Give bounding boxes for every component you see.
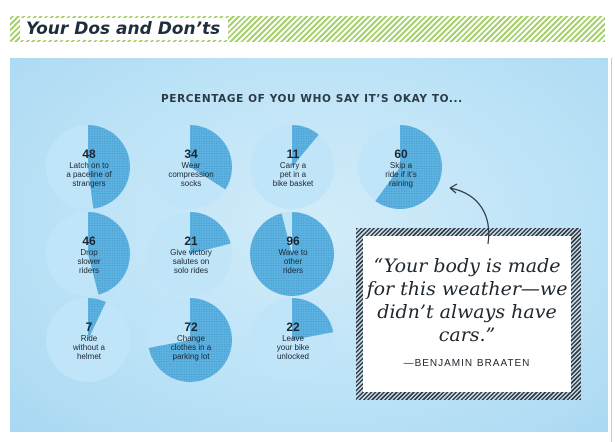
pie-slice	[88, 298, 106, 340]
pie-svg	[250, 212, 334, 296]
pie-slice	[190, 125, 232, 190]
quote-attribution: —BENJAMIN BRAATEN	[403, 358, 531, 369]
pie-text: 21 Give victory salutes on solo rides	[156, 212, 226, 298]
pie-chart: 22 Leave your bike unlocked	[250, 298, 336, 384]
pie-text: 96 Wave to other riders	[258, 212, 328, 298]
pie-text: 22 Leave your bike unlocked	[258, 298, 328, 384]
pie-svg	[250, 298, 334, 382]
pie-slice	[292, 125, 319, 167]
pie-svg	[358, 125, 442, 209]
pie-value: 7	[85, 320, 93, 334]
pie-svg	[46, 212, 131, 296]
pie-chart: 60 Skip a ride if it’s raining	[358, 125, 444, 211]
pie-label: Skip a ride if it’s raining	[385, 161, 417, 188]
pie-label: Wear compression socks	[168, 161, 214, 188]
pie-label: Wave to other riders	[278, 248, 308, 275]
pie-label: Change clothes in a parking lot	[170, 334, 212, 361]
pie-svg	[148, 125, 232, 209]
pie-value: 96	[286, 234, 300, 248]
header-title: Your Dos and Don’ts	[20, 18, 229, 40]
quote-card	[363, 236, 571, 392]
pie-label: Drop slower riders	[77, 248, 101, 275]
pie-value: 46	[82, 234, 96, 248]
pie-chart: 11 Carry a pet in a bike basket	[250, 125, 336, 211]
pie-value: 22	[286, 320, 300, 334]
pie-label: Carry a pet in a bike basket	[272, 161, 314, 188]
pie-label: Ride without a helmet	[72, 334, 106, 361]
pie-text: 11 Carry a pet in a bike basket	[258, 125, 328, 211]
pie-slice	[148, 298, 232, 382]
pie-svg	[46, 298, 130, 382]
chart-title: PERCENTAGE OF YOU WHO SAY IT’S OKAY TO..…	[161, 93, 463, 105]
pie-text: 46 Drop slower riders	[54, 212, 124, 298]
arrow-icon	[449, 183, 490, 245]
pie-svg	[148, 212, 232, 296]
pie-value: 48	[82, 147, 96, 161]
pie-chart: 48 Latch on to a paceline of strangers	[46, 125, 132, 211]
pie-label: Leave your bike unlocked	[276, 334, 310, 361]
pie-slice	[250, 212, 334, 296]
pie-slice	[190, 212, 231, 254]
pie-text: 72 Change clothes in a parking lot	[156, 298, 226, 384]
pie-value: 34	[184, 147, 198, 161]
pie-slice	[88, 125, 130, 209]
pie-value: 72	[184, 320, 198, 334]
pie-text: 48 Latch on to a paceline of strangers	[54, 125, 124, 211]
pie-text: 7 Ride without a helmet	[54, 298, 124, 384]
header-banner: Your Dos and Don’ts	[10, 16, 605, 42]
pie-label: Give victory salutes on solo rides	[170, 248, 212, 275]
pie-chart: 21 Give victory salutes on solo rides	[148, 212, 234, 298]
pie-slice	[375, 125, 442, 209]
pie-slice	[292, 298, 334, 340]
pie-chart: 46 Drop slower riders	[46, 212, 132, 298]
page-margin	[609, 58, 615, 442]
pie-value: 21	[184, 234, 198, 248]
pie-svg	[46, 125, 130, 209]
pie-slice	[88, 212, 131, 295]
quote-text: “Your body is made for this weather—we d…	[366, 255, 568, 346]
pie-chart: 7 Ride without a helmet	[46, 298, 132, 384]
pie-value: 11	[286, 147, 300, 161]
pie-svg	[148, 298, 232, 382]
pie-chart: 34 Wear compression socks	[148, 125, 234, 211]
pie-label: Latch on to a paceline of strangers	[66, 161, 112, 188]
pie-chart: 72 Change clothes in a parking lot	[148, 298, 234, 384]
pie-chart: 96 Wave to other riders	[250, 212, 336, 298]
pie-value: 60	[394, 147, 408, 161]
pie-text: 60 Skip a ride if it’s raining	[366, 125, 436, 211]
pie-text: 34 Wear compression socks	[156, 125, 226, 211]
page-edge-line	[611, 58, 612, 442]
pie-svg	[250, 125, 334, 209]
